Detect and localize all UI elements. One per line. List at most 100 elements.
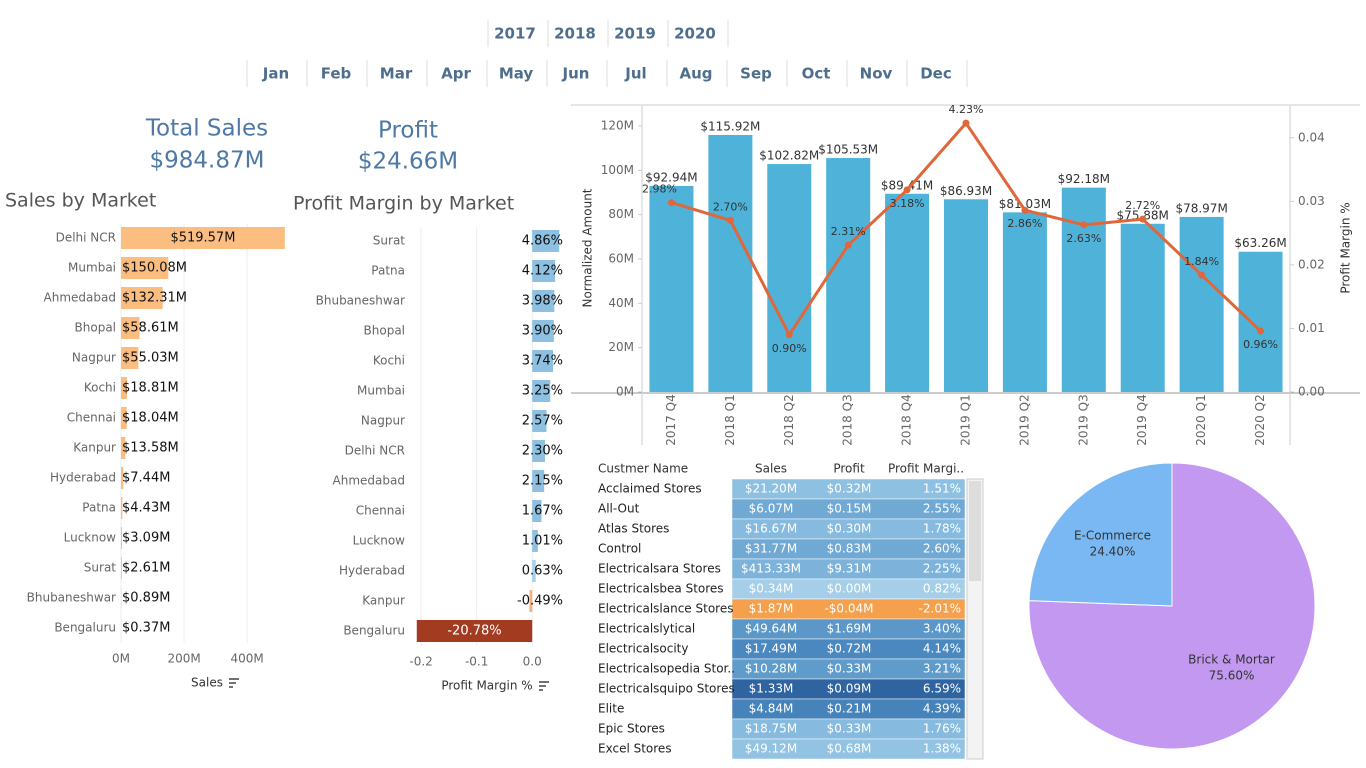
category-label: Chennai [356, 504, 405, 518]
line-point [844, 241, 852, 249]
table-value: $4.84M [749, 702, 794, 716]
value-label: 2.31% [831, 225, 866, 238]
category-label: Bengaluru [54, 621, 116, 635]
month-filter[interactable]: Apr [441, 65, 471, 83]
category-label: Hyderabad [339, 564, 405, 578]
month-filter[interactable]: Oct [802, 65, 831, 83]
bar [532, 440, 545, 462]
table-value: $0.33M [827, 662, 872, 676]
table-value: $6.07M [749, 502, 794, 516]
bar [121, 377, 127, 399]
year-filter[interactable]: 2020 [674, 25, 716, 43]
category-label: Kochi [373, 354, 405, 368]
month-filter[interactable]: Aug [679, 65, 712, 83]
month-filter[interactable]: May [499, 65, 534, 83]
value-label: $81.03M [999, 197, 1051, 211]
bar [1120, 223, 1165, 392]
month-filter[interactable]: Nov [860, 65, 893, 83]
month-filter[interactable]: Feb [321, 65, 352, 83]
year-filter[interactable]: 2018 [554, 25, 596, 43]
value-label: $55.03M [122, 351, 179, 366]
value-label: 2.98% [642, 183, 677, 196]
bar [885, 193, 930, 392]
value-label: 3.18% [890, 197, 925, 210]
category-label: Nagpur [72, 351, 116, 365]
table-value: $17.49M [745, 642, 797, 656]
x-tick-label: -0.1 [465, 655, 488, 669]
bar [944, 199, 988, 392]
x-axis-title: Sales [191, 676, 223, 690]
y-tick-label: 40M [608, 296, 634, 310]
value-label: $13.58M [122, 441, 179, 456]
table-value: 4.14% [923, 642, 961, 656]
kpi-label: Profit [378, 118, 438, 144]
year-filter[interactable]: 2017 [494, 25, 536, 43]
table-value: $49.12M [745, 742, 797, 756]
table-name: Acclaimed Stores [598, 482, 702, 496]
table-name: Electricalsbea Stores [598, 582, 724, 596]
value-label: $7.44M [122, 471, 170, 486]
y2-tick-label: 0.01 [1298, 321, 1325, 335]
month-filter[interactable]: Mar [380, 65, 413, 83]
month-filter[interactable]: Sep [740, 65, 772, 83]
table-value: $0.15M [827, 502, 872, 516]
month-filter[interactable]: Dec [920, 65, 952, 83]
value-label: 1.01% [522, 534, 563, 549]
table-value: 1.51% [923, 482, 961, 496]
month-filter[interactable]: Jul [624, 65, 646, 83]
column-header: Profit [833, 462, 865, 476]
table-value: $0.33M [827, 722, 872, 736]
table-value: $0.34M [749, 582, 794, 596]
y-axis-title: Normalized Amount [581, 188, 595, 307]
y2-axis-title: Profit Margin % [1339, 202, 1353, 293]
month-filter[interactable]: Jan [262, 65, 289, 83]
value-label: 4.23% [949, 103, 984, 116]
kpi-value: $24.66M [358, 149, 458, 175]
bar [532, 560, 536, 582]
table-value: 1.76% [923, 722, 961, 736]
kpi-label: Total Sales [145, 116, 268, 142]
bar [1002, 212, 1047, 392]
table-name: Epic Stores [598, 722, 665, 736]
sort-icon [229, 678, 239, 688]
table-cell-bg [731, 738, 966, 760]
bar [1061, 187, 1106, 392]
y-tick-label: 0M [616, 385, 634, 399]
value-label: $86.93M [940, 184, 992, 198]
bar [529, 590, 533, 612]
table-value: $31.77M [745, 542, 797, 556]
bar [532, 380, 551, 402]
x-tick-label: 200M [167, 652, 200, 666]
table-value: $10.28M [745, 662, 797, 676]
x-tick-label: 2018 Q1 [723, 394, 737, 445]
value-label: $75.88M [1117, 208, 1169, 222]
bar [532, 500, 542, 522]
table-value: $0.30M [827, 522, 872, 536]
category-label: Nagpur [361, 414, 405, 428]
x-tick-label: 2018 Q3 [841, 394, 855, 445]
category-label: Bhubaneshwar [27, 591, 116, 605]
month-filter[interactable]: Jun [562, 65, 590, 83]
y-tick-label: 120M [601, 118, 634, 132]
table-name: Electricalsara Stores [598, 562, 721, 576]
value-label: $3.09M [122, 531, 170, 546]
category-label: Delhi NCR [56, 231, 116, 245]
bar [121, 437, 126, 459]
x-tick-label: 2019 Q1 [959, 394, 973, 445]
table-value: 1.38% [923, 742, 961, 756]
x-tick-label: -0.2 [409, 655, 432, 669]
bar [121, 257, 169, 279]
y2-tick-label: 0.04 [1298, 130, 1325, 144]
chart-title: Profit Margin by Market [293, 193, 514, 215]
bar [708, 134, 753, 392]
y-tick-label: 20M [608, 340, 634, 354]
table-value: $413.33M [741, 562, 801, 576]
line-point [1198, 271, 1206, 279]
bar [1179, 216, 1224, 392]
line-point [1257, 327, 1265, 335]
scroll-thumb[interactable] [969, 481, 981, 581]
value-label: $150.08M [122, 261, 187, 276]
chart-title: Sales by Market [5, 190, 156, 212]
table-value: 2.55% [923, 502, 961, 516]
year-filter[interactable]: 2019 [614, 25, 656, 43]
